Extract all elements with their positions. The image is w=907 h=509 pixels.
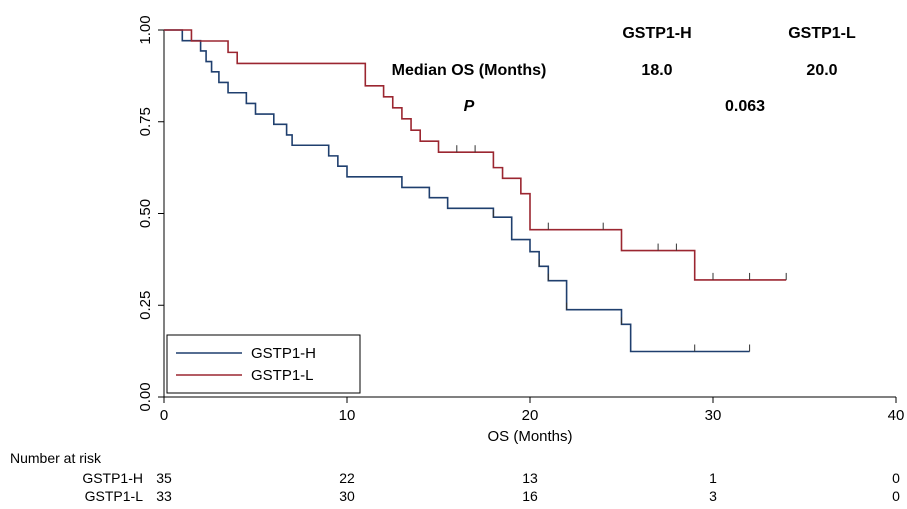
p-label: P <box>464 98 475 115</box>
x-tick-label: 30 <box>705 407 722 424</box>
risk-row-label-gstp1-h: GSTP1-H <box>82 470 143 486</box>
y-tick-label: 1.00 <box>137 15 154 44</box>
x-tick-label: 40 <box>888 407 905 424</box>
risk-row-label-gstp1-l: GSTP1-L <box>85 488 144 504</box>
y-tick-label: 0.00 <box>137 382 154 411</box>
risk-value: 3 <box>709 488 717 504</box>
risk-value: 22 <box>339 470 355 486</box>
legend: GSTP1-H GSTP1-L <box>166 334 361 394</box>
risk-value: 33 <box>156 488 172 504</box>
legend-label-gstp1-l: GSTP1-L <box>251 367 314 384</box>
y-tick-label: 0.25 <box>137 291 154 320</box>
annotation-table: GSTP1-H GSTP1-L Median OS (Months) 18.0 … <box>392 25 856 115</box>
risk-value: 13 <box>522 470 538 486</box>
y-tick-label: 0.75 <box>137 107 154 136</box>
legend-label-gstp1-h: GSTP1-H <box>251 345 316 362</box>
median-os-l: 20.0 <box>806 62 837 79</box>
risk-value: 30 <box>339 488 355 504</box>
median-os-label: Median OS (Months) <box>392 62 547 79</box>
legend-box <box>166 334 361 394</box>
risk-table: Number at risk GSTP1-H GSTP1-L 35 22 13 1 0 3… <box>10 450 900 504</box>
x-tick-label: 0 <box>160 407 168 424</box>
series-line-gstp1-h <box>164 29 750 353</box>
risk-value: 35 <box>156 470 172 486</box>
risk-value: 16 <box>522 488 538 504</box>
risk-value: 0 <box>892 488 900 504</box>
p-value: 0.063 <box>725 98 765 115</box>
risk-table-title: Number at risk <box>10 450 102 466</box>
survival-curves <box>164 29 787 353</box>
annotation-col-l: GSTP1-L <box>788 25 856 42</box>
x-tick-label: 20 <box>522 407 539 424</box>
axes: 0.00 0.25 0.50 0.75 1.00 0 10 20 30 40 OS (Months) <box>137 15 904 445</box>
risk-value: 1 <box>709 470 717 486</box>
censor-marks <box>456 145 787 352</box>
annotation-col-h: GSTP1-H <box>622 25 691 42</box>
x-tick-label: 10 <box>339 407 356 424</box>
series-line-gstp1-l <box>164 29 787 281</box>
x-axis-title: OS (Months) <box>487 428 572 445</box>
y-tick-label: 0.50 <box>137 199 154 228</box>
median-os-h: 18.0 <box>641 62 672 79</box>
risk-values: 35 22 13 1 033 30 16 3 0 <box>156 470 900 504</box>
risk-value: 0 <box>892 470 900 486</box>
